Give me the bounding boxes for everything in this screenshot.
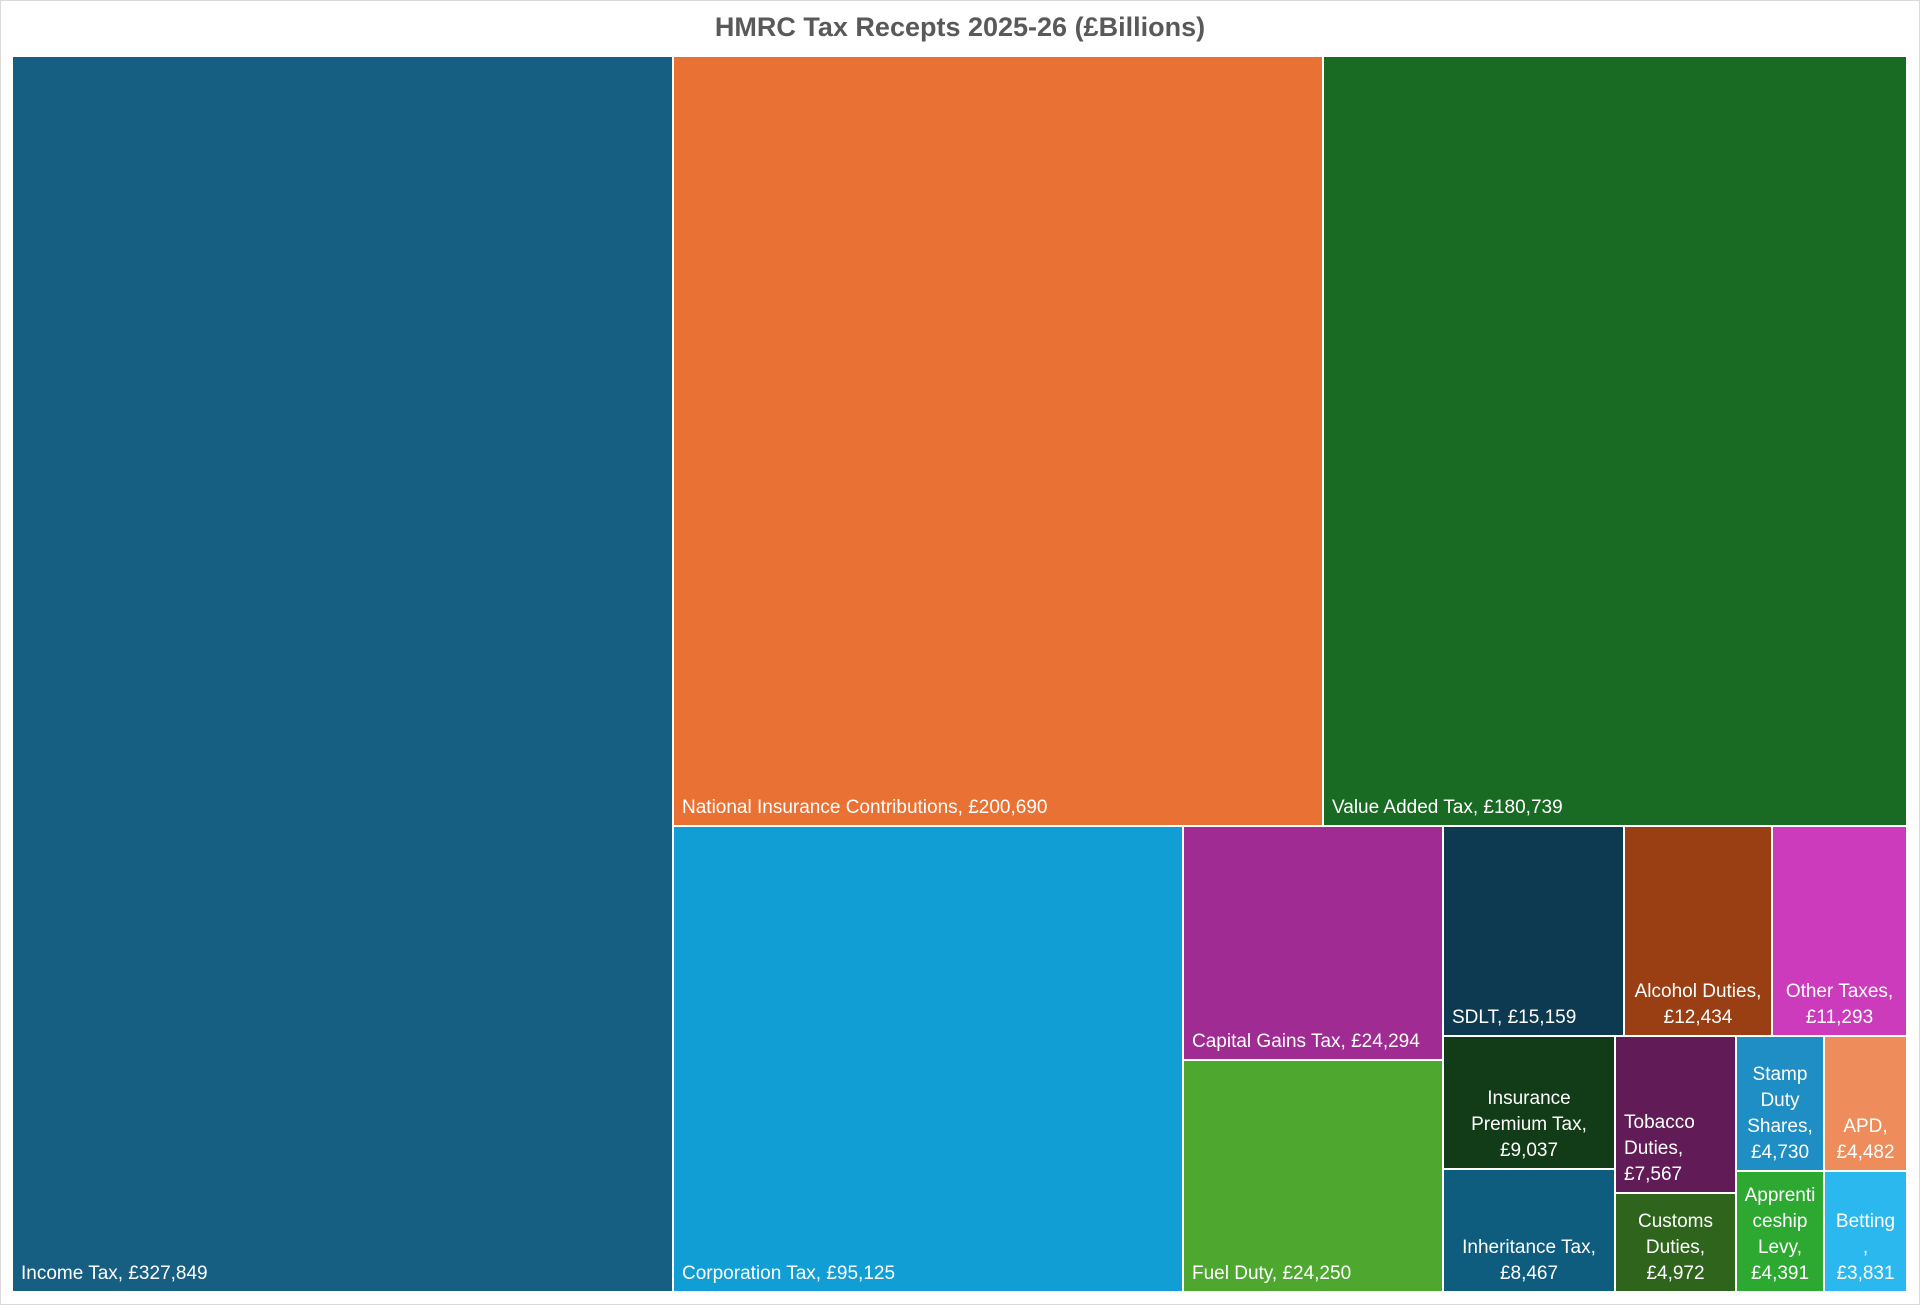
tile-label-apprenticeship-levy: Apprenti ceship Levy, £4,391: [1745, 1185, 1816, 1284]
tile-rect-inheritance-tax: [1444, 1170, 1614, 1291]
tile-sdlt: SDLT, £15,159: [1444, 827, 1623, 1035]
tile-rect-fuel-duty: [1184, 1061, 1442, 1291]
tile-label-capital-gains-tax: Capital Gains Tax, £24,294: [1192, 1031, 1420, 1052]
tile-apprenticeship-levy: Apprenti ceship Levy, £4,391: [1737, 1172, 1823, 1291]
tile-alcohol-duties: Alcohol Duties, £12,434: [1625, 827, 1771, 1035]
tile-rect-tobacco-duties: [1616, 1037, 1735, 1192]
tile-rect-customs-duties: [1616, 1194, 1735, 1291]
tile-label-customs-duties: Customs Duties, £4,972: [1638, 1211, 1713, 1284]
tile-value-added-tax: Value Added Tax, £180,739: [1324, 57, 1906, 825]
tile-tobacco-duties: Tobacco Duties, £7,567: [1616, 1037, 1735, 1192]
tile-stamp-duty-shares: Stamp Duty Shares, £4,730: [1737, 1037, 1823, 1170]
tile-inheritance-tax: Inheritance Tax, £8,467: [1444, 1170, 1614, 1291]
tile-customs-duties: Customs Duties, £4,972: [1616, 1194, 1735, 1291]
tile-label-fuel-duty: Fuel Duty, £24,250: [1192, 1263, 1351, 1284]
tile-rect-capital-gains-tax: [1184, 827, 1442, 1059]
tile-rect-apd: [1825, 1037, 1906, 1170]
tile-label-betting: Betting, £3,831: [1836, 1211, 1895, 1284]
tile-rect-other-taxes: [1773, 827, 1906, 1035]
tile-label-tobacco-duties: Tobacco Duties, £7,567: [1624, 1112, 1695, 1185]
tile-rect-alcohol-duties: [1625, 827, 1771, 1035]
chart-title: HMRC Tax Recepts 2025-26 (£Billions): [714, 12, 1206, 42]
tile-national-insurance-contributions: National Insurance Contributions, £200,6…: [674, 57, 1322, 825]
tile-capital-gains-tax: Capital Gains Tax, £24,294: [1184, 827, 1442, 1059]
tile-label-alcohol-duties: Alcohol Duties, £12,434: [1635, 981, 1762, 1028]
tile-rect-stamp-duty-shares: [1737, 1037, 1823, 1170]
tile-insurance-premium-tax: Insurance Premium Tax, £9,037: [1444, 1037, 1614, 1168]
tile-rect-national-insurance-contributions: [674, 57, 1322, 825]
tile-label-national-insurance-contributions: National Insurance Contributions, £200,6…: [682, 797, 1047, 818]
tile-rect-value-added-tax: [1324, 57, 1906, 825]
tile-corporation-tax: Corporation Tax, £95,125: [674, 827, 1182, 1291]
tile-label-apd: APD, £4,482: [1836, 1116, 1894, 1163]
tile-rect-sdlt: [1444, 827, 1623, 1035]
tile-label-inheritance-tax: Inheritance Tax, £8,467: [1462, 1237, 1596, 1284]
tile-label-stamp-duty-shares: Stamp Duty Shares, £4,730: [1747, 1064, 1812, 1163]
tile-rect-income-tax: [13, 57, 672, 1291]
tile-label-corporation-tax: Corporation Tax, £95,125: [682, 1263, 895, 1284]
tile-label-value-added-tax: Value Added Tax, £180,739: [1332, 797, 1563, 818]
tile-rect-corporation-tax: [674, 827, 1182, 1291]
tile-label-sdlt: SDLT, £15,159: [1452, 1007, 1576, 1028]
tile-label-income-tax: Income Tax, £327,849: [21, 1263, 208, 1284]
tile-rect-insurance-premium-tax: [1444, 1037, 1614, 1168]
tile-label-insurance-premium-tax: Insurance Premium Tax, £9,037: [1471, 1088, 1587, 1161]
tile-rect-betting: [1825, 1172, 1906, 1291]
tile-rect-apprenticeship-levy: [1737, 1172, 1823, 1291]
tile-betting: Betting, £3,831: [1825, 1172, 1906, 1291]
tile-fuel-duty: Fuel Duty, £24,250: [1184, 1061, 1442, 1291]
tile-apd: APD, £4,482: [1825, 1037, 1906, 1170]
tile-other-taxes: Other Taxes, £11,293: [1773, 827, 1906, 1035]
tile-income-tax: Income Tax, £327,849: [13, 57, 672, 1291]
tile-label-other-taxes: Other Taxes, £11,293: [1786, 981, 1893, 1028]
